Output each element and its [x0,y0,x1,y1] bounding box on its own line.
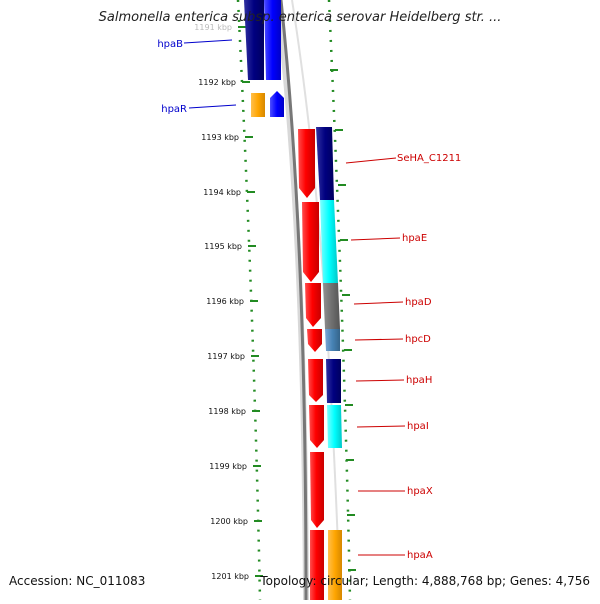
gene-label-hpcD[interactable]: hpcD [405,334,431,345]
label-connectors [183,39,406,556]
tick-label: 1196 kbp [206,297,244,306]
gene-feature[interactable] [305,283,321,327]
backbone [279,0,308,601]
tick-label: 1194 kbp [203,188,241,197]
gene-label-hpaH[interactable]: hpaH [406,375,432,386]
gene-label-hpaX[interactable]: hpaX [407,486,433,497]
tick-label: 1199 kbp [209,462,247,471]
ruler-right [327,0,352,601]
tick-label: 1192 kbp [198,78,236,87]
gene-feature[interactable] [310,530,324,600]
gene-feature[interactable] [309,405,324,448]
tick-label: 1198 kbp [208,407,246,416]
gene-SeHA_C1211-feature[interactable] [316,127,334,200]
tick-label: 1197 kbp [207,352,245,361]
gene-label-hpaA[interactable]: hpaA [407,550,433,561]
gene-feature[interactable] [307,329,322,352]
gene-hpaR-feature[interactable] [251,93,265,117]
gene-feature[interactable] [298,129,315,198]
topology-text: Topology: circular; Length: 4,888,768 bp… [260,574,590,588]
gene-hpaD-feature[interactable] [323,283,340,329]
gene-hpaB-feature[interactable] [244,0,264,80]
tick-label: 1200 kbp [210,517,248,526]
gene-hpaI-feature[interactable] [327,405,342,448]
gene-labels[interactable]: hpaB hpaR SeHA_C1211 hpaE hpaD hpcD hpaH… [157,39,461,561]
gene-hpaA-feature[interactable] [328,530,342,600]
gene-feature[interactable] [270,91,284,117]
gene-label-hpaI[interactable]: hpaI [407,421,429,432]
tick-labels: 1191 kbp 1192 kbp 1193 kbp 1194 kbp 1195… [194,23,249,581]
gene-features[interactable] [244,0,342,600]
tick-label: 1191 kbp [194,23,232,32]
gene-feature[interactable] [310,452,324,528]
gene-label-hpaB[interactable]: hpaB [157,39,183,50]
gene-label-hpaE[interactable]: hpaE [402,233,427,244]
gene-feature[interactable] [264,0,281,80]
gene-feature[interactable] [302,202,319,282]
accession-text: Accession: NC_011083 [9,574,146,588]
gene-hpaH-feature[interactable] [326,359,341,403]
gene-feature[interactable] [308,359,323,402]
tick-label: 1195 kbp [204,242,242,251]
gene-hpcD-feature[interactable] [325,329,340,351]
tick-label: 1201 kbp [211,572,249,581]
tick-label: 1193 kbp [201,133,239,142]
map-title: Salmonella enterica subsp. enterica sero… [98,10,502,25]
ruler-ticks [238,26,356,577]
gene-label-hpaD[interactable]: hpaD [405,297,432,308]
gene-label-hpaR[interactable]: hpaR [161,104,187,115]
gene-hpaE-feature[interactable] [320,200,338,283]
gene-label-SeHA_C1211[interactable]: SeHA_C1211 [397,153,461,164]
